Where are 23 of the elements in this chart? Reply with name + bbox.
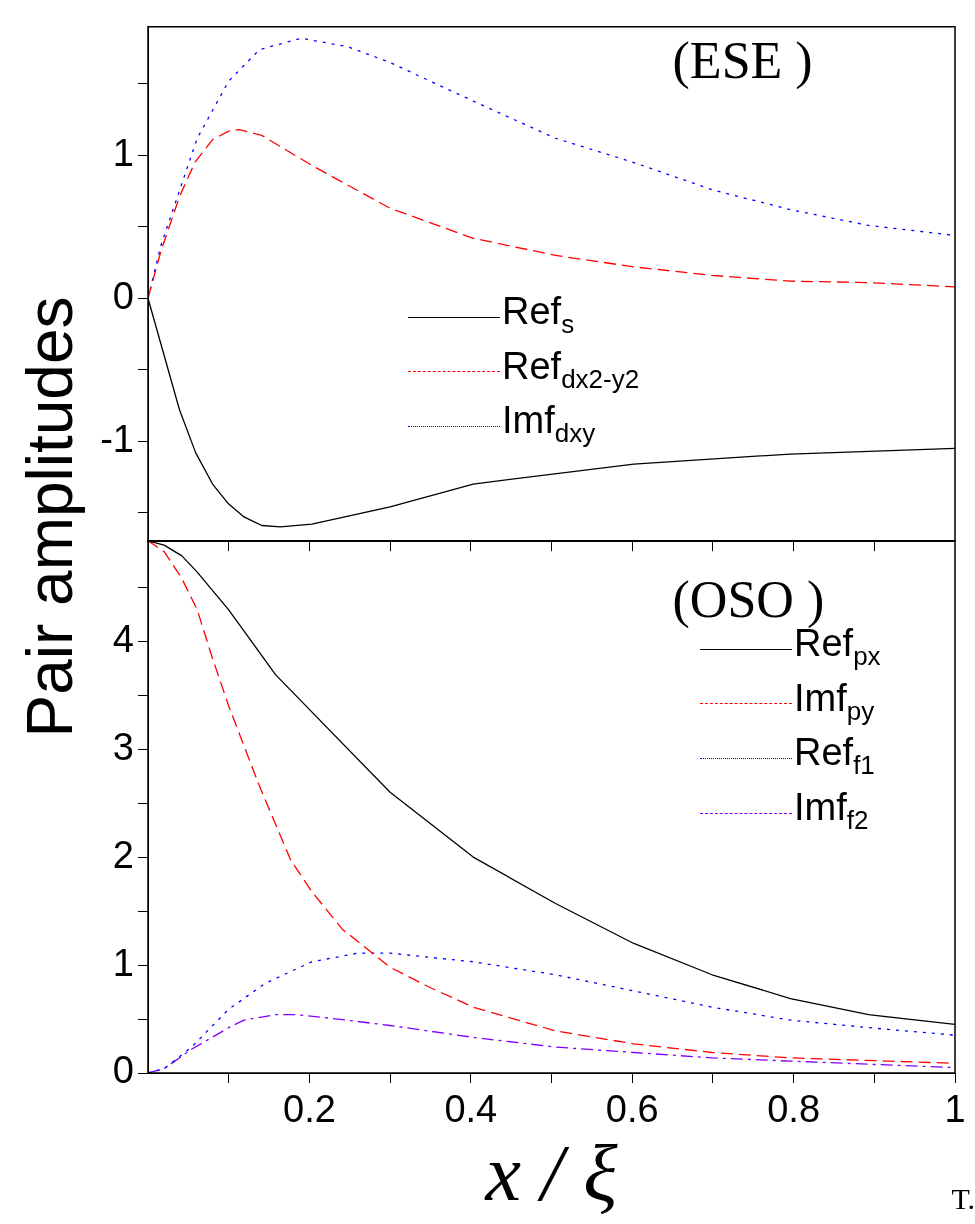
y-tick-label: -1 <box>100 417 134 460</box>
y-axis-title: Pair amplitudes <box>13 295 87 740</box>
legend-label: Ref$_{f1}$ <box>794 731 875 782</box>
text: T. <box>951 1182 975 1216</box>
legend-label: Ref$_{dx2-y2}$ <box>502 344 640 396</box>
legend-label: Imf$_{dxy}$ <box>502 399 596 450</box>
y-tick-label: 1 <box>112 131 134 174</box>
y-tick-label: 3 <box>112 725 134 768</box>
y-tick-label: 2 <box>112 833 134 876</box>
y-tick-label: 1 <box>112 941 134 984</box>
y-tick-label: 4 <box>112 617 134 660</box>
x-axis-title: x / ξ <box>485 1129 618 1217</box>
legend-label: Imf$_{py}$ <box>794 676 875 728</box>
x-tick-label: 0.2 <box>282 1088 336 1131</box>
annotation: (ESE ) <box>672 32 813 91</box>
x-tick-label: 1 <box>944 1088 966 1131</box>
x-tick-label: 0.6 <box>605 1088 659 1131</box>
x-tick-label: 0.4 <box>444 1088 498 1131</box>
y-tick-label: 0 <box>112 1049 134 1092</box>
x-tick-label: 0.8 <box>767 1088 821 1131</box>
legend-label: Imf$_{f2}$ <box>794 785 869 837</box>
legend-label: Ref$_{s}$ <box>502 290 575 341</box>
y-tick-label: 0 <box>112 274 134 317</box>
